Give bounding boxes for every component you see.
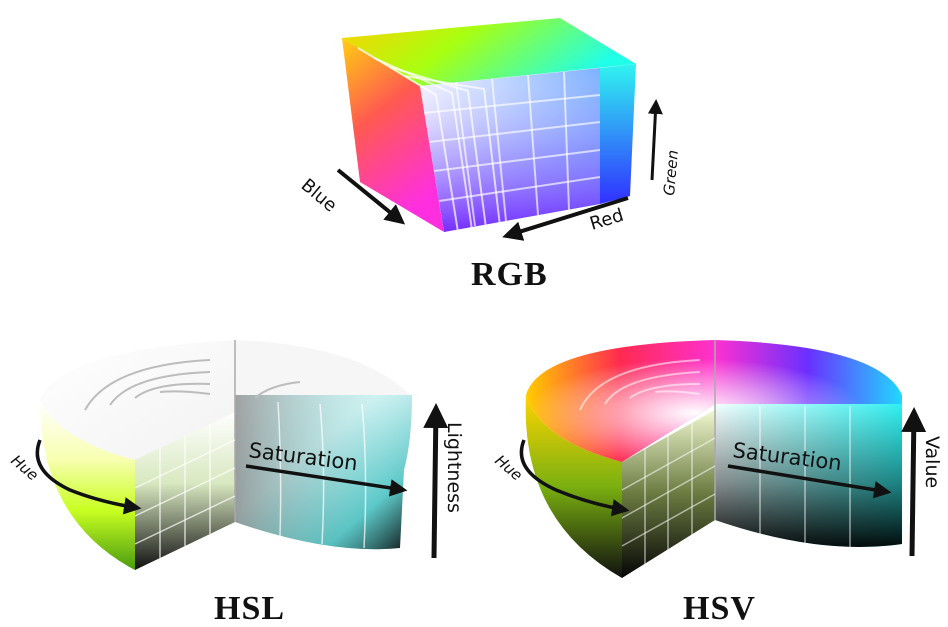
hsv-value-label: Value: [921, 436, 943, 488]
hsl-outer-surface: [40, 400, 135, 570]
blue-axis-arrow: [336, 168, 406, 225]
red-axis-arrow: [502, 196, 629, 241]
hsl-lightness-arrow: [423, 403, 449, 559]
hsv-cylinder: [525, 340, 902, 578]
hsv-value-arrow: [901, 407, 927, 557]
blue-axis-label: Blue: [297, 175, 341, 217]
hsl-hue-arrow: [35, 439, 142, 515]
hsl-saturation-arrow: [245, 464, 408, 497]
rgb-cube-grid: [423, 71, 601, 227]
hsv-hue-arrow: [519, 439, 630, 517]
hsv-saturation-arrow: [727, 464, 892, 499]
hsl-lightness-label: Lightness: [443, 422, 465, 513]
hsl-top-face: [40, 340, 235, 460]
green-axis-arrow: [647, 99, 663, 181]
hsl-cylinder: [40, 340, 412, 570]
hsl-caption: HSL: [214, 590, 286, 627]
hsv-caption: HSV: [683, 590, 756, 627]
rgb-cube-right-face: [600, 64, 636, 204]
rgb-cube: [342, 18, 636, 233]
rgb-cube-top-face: [342, 18, 636, 86]
green-axis-label: Green: [660, 149, 682, 196]
hsv-outer-surface: [525, 395, 622, 578]
rgb-cube-left-face: [342, 38, 444, 232]
rgb-caption: RGB: [471, 256, 548, 293]
